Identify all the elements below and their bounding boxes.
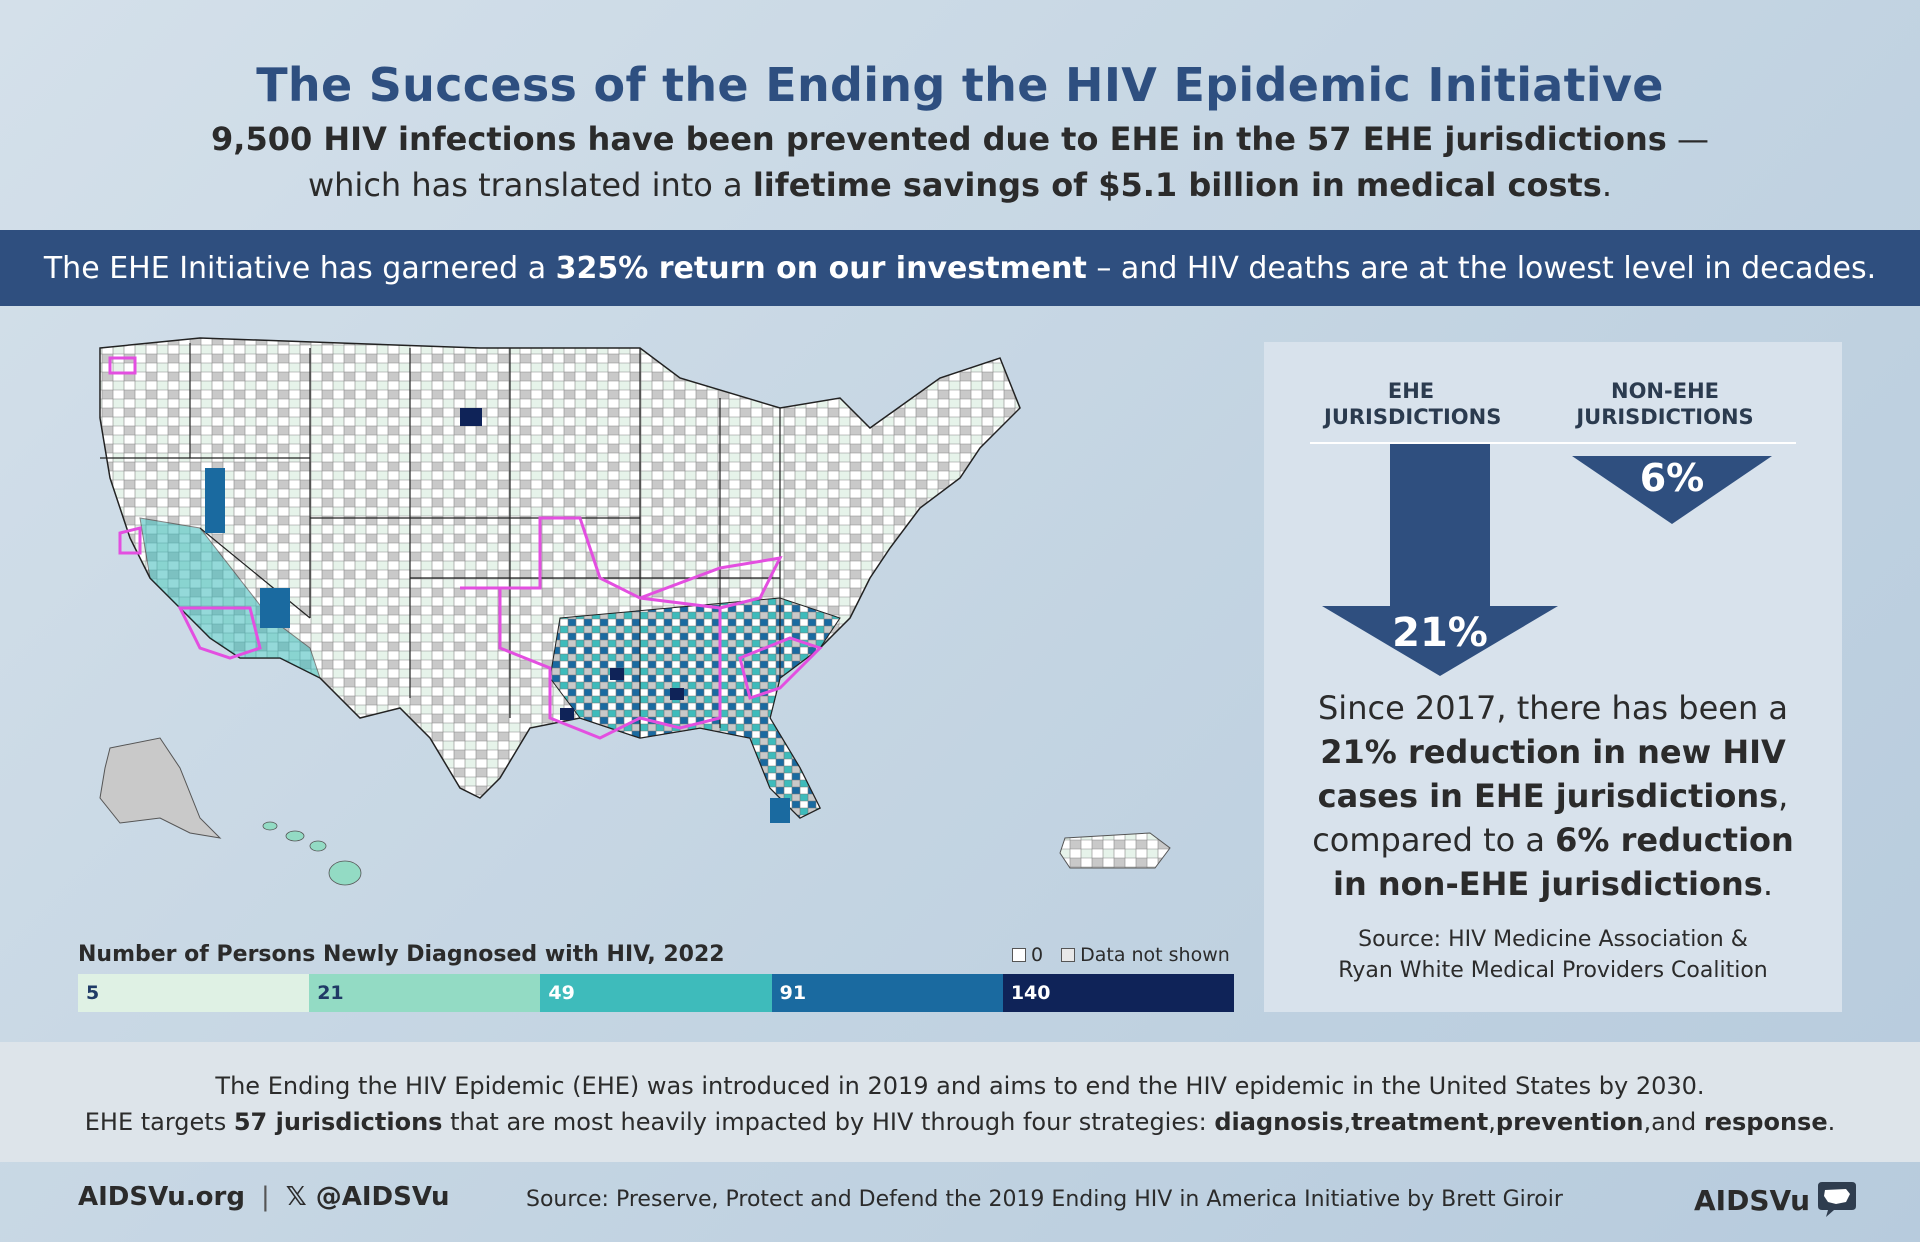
footer-divider: | (260, 1182, 270, 1212)
comparison-panel: EHE JURISDICTIONS NON-EHE JURISDICTIONS … (1264, 342, 1842, 1012)
ehe-jurisdiction-outlines (108, 356, 823, 740)
strategy-treatment: treatment (1351, 1108, 1489, 1136)
statement-line-3: cases in EHE jurisdictions, (1284, 774, 1822, 818)
alaska-shape (99, 737, 222, 839)
subtitle-line-2-bold: lifetime savings of $5.1 billion in medi… (752, 166, 1602, 204)
panel-source: Source: HIV Medicine Association & Ryan … (1284, 924, 1822, 986)
panel-source-line-2: Ryan White Medical Providers Coalition (1338, 958, 1768, 983)
strategy-response: response (1703, 1108, 1828, 1136)
statement-line-2-bold: 21% reduction in new HIV (1320, 733, 1786, 771)
header: The Success of the Ending the HIV Epidem… (0, 0, 1920, 230)
statement-line-3-bold: cases in EHE jurisdictions (1317, 777, 1779, 815)
ehe-description: The Ending the HIV Epidemic (EHE) was in… (0, 1042, 1920, 1162)
non-ehe-column-heading: NON-EHE JURISDICTIONS (1570, 378, 1760, 430)
southeast-high-burden-region (549, 597, 841, 819)
panel-source-line-1: Source: HIV Medicine Association & (1358, 927, 1748, 952)
statement-line-5-post: . (1762, 865, 1773, 903)
page-title: The Success of the Ending the HIV Epidem… (256, 58, 1664, 112)
reduction-arrows (1322, 444, 1772, 676)
subtitle-line-1: 9,500 HIV infections have been prevented… (0, 120, 1920, 158)
statement-line-2: 21% reduction in new HIV (1284, 730, 1822, 774)
statement-line-4-bold: 6% reduction (1555, 821, 1794, 859)
description-end: . (1827, 1108, 1836, 1136)
strategy-diagnosis: diagnosis (1214, 1108, 1344, 1136)
non-ehe-heading-line-2: JURISDICTIONS (1576, 405, 1754, 429)
comma-and: ,and (1643, 1108, 1704, 1136)
southwest-region (139, 517, 321, 679)
roi-banner-pre: The EHE Initiative has garnered a (43, 250, 556, 286)
legend-key-not-shown: Data not shown (1061, 944, 1230, 966)
non-ehe-reduction-arrow (1572, 456, 1772, 524)
aidsvu-logo-text: AIDSVu (1694, 1183, 1811, 1217)
ehe-heading-line-2: JURISDICTIONS (1324, 405, 1502, 429)
legend-segment-21: 21 (309, 974, 541, 1012)
statement-line-4-pre: compared to a (1312, 821, 1556, 859)
subtitle-line-2-pre: which has translated into a (307, 166, 753, 204)
us-county-map (80, 318, 1230, 948)
non-ehe-reduction-value: 6% (1639, 456, 1705, 500)
comparison-statement: Since 2017, there has been a 21% reducti… (1284, 686, 1822, 906)
roi-banner-post: – and HIV deaths are at the lowest level… (1086, 250, 1877, 286)
high-value-counties (205, 408, 790, 823)
legend-swatch-not-shown (1061, 948, 1076, 962)
statement-line-5-bold: in non-EHE jurisdictions (1333, 865, 1763, 903)
ehe-reduction-arrow (1322, 444, 1558, 676)
x-handle-link[interactable]: 𝕏 @AIDSVu (285, 1182, 450, 1212)
subtitle-line-1-rest: — (1666, 120, 1709, 158)
statement-line-5: in non-EHE jurisdictions. (1284, 862, 1822, 906)
comma-1: , (1343, 1108, 1352, 1136)
map-svg (99, 337, 1171, 886)
us-speech-bubble-icon (1818, 1182, 1857, 1217)
non-ehe-heading-line-1: NON-EHE (1611, 379, 1719, 403)
ehe-reduction-value: 21% (1392, 610, 1488, 656)
legend-segment-49: 49 (540, 974, 772, 1012)
aidsvu-logo: AIDSVu (1694, 1182, 1858, 1218)
subtitle-line-2: which has translated into a lifetime sav… (0, 166, 1920, 204)
description-line-2: EHE targets 57 jurisdictions that are mo… (0, 1108, 1920, 1136)
legend-segment-5: 5 (78, 974, 310, 1012)
footer-bar: AIDSVu.org | 𝕏 @AIDSVu Source: Preserve,… (0, 1162, 1920, 1242)
ehe-column-heading: EHE JURISDICTIONS (1324, 378, 1502, 430)
legend-key-zero-label: 0 (1031, 944, 1044, 966)
roi-banner-bold: 325% return on our investment (555, 250, 1087, 286)
statement-line-4: compared to a 6% reduction (1284, 818, 1822, 862)
roi-banner: The EHE Initiative has garnered a 325% r… (0, 230, 1920, 306)
legend-color-scale: 5 21 49 91 140 (78, 974, 1235, 1012)
subtitle-line-1-bold: 9,500 HIV infections have been prevented… (211, 120, 1667, 158)
subtitle-line-2-post: . (1601, 166, 1613, 204)
legend-keys: 0 Data not shown (1012, 944, 1230, 966)
description-mid: that are most heavily impacted by HIV th… (442, 1108, 1215, 1136)
puerto-rico-shape (1059, 832, 1171, 869)
strategy-prevention: prevention (1495, 1108, 1644, 1136)
statement-line-3-post: , (1778, 777, 1789, 815)
description-jurisdictions: 57 jurisdictions (233, 1108, 443, 1136)
legend-swatch-zero (1012, 948, 1026, 962)
legend-title: Number of Persons Newly Diagnosed with H… (78, 942, 725, 967)
legend-key-not-shown-label: Data not shown (1080, 944, 1230, 966)
legend-key-zero: 0 (1012, 944, 1043, 966)
description-pre: EHE targets (84, 1108, 234, 1136)
footer-links: AIDSVu.org | 𝕏 @AIDSVu (78, 1182, 450, 1212)
ehe-heading-line-1: EHE (1387, 379, 1435, 403)
site-link[interactable]: AIDSVu.org (78, 1182, 245, 1212)
hawaii-shape (262, 821, 362, 886)
heading-rule (1310, 442, 1796, 444)
description-line-1: The Ending the HIV Epidemic (EHE) was in… (215, 1072, 1705, 1100)
legend-segment-140: 140 (1002, 974, 1235, 1012)
statement-line-1: Since 2017, there has been a (1317, 689, 1789, 727)
comma-2: , (1488, 1108, 1496, 1136)
legend-segment-91: 91 (771, 974, 1003, 1012)
footer-source: Source: Preserve, Protect and Defend the… (526, 1187, 1563, 1212)
